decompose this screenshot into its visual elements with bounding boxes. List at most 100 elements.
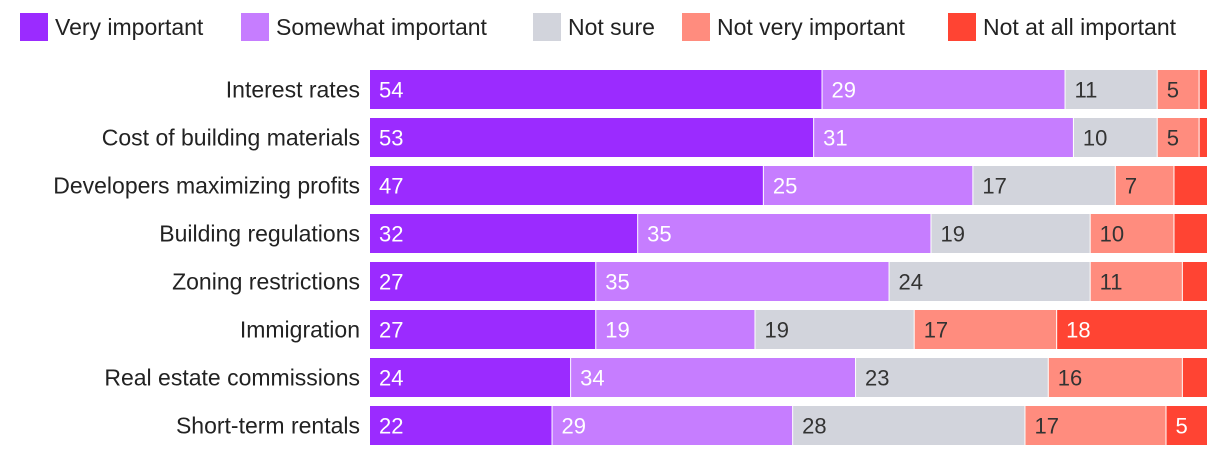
data-label-real-estate-commissions-not-very-important: 16 (1058, 366, 1082, 391)
data-label-immigration-somewhat-important: 19 (605, 318, 629, 343)
bar-segment-building-regulations-not-sure (931, 214, 1090, 253)
data-label-interest-rates-very-important: 54 (379, 78, 403, 103)
data-label-cost-of-building-materials-not-sure: 10 (1083, 126, 1107, 151)
data-label-zoning-restrictions-not-very-important: 11 (1100, 270, 1123, 295)
bar-segment-immigration-not-at-all-important (1057, 310, 1207, 349)
data-label-interest-rates-somewhat-important: 29 (832, 78, 856, 103)
bar-segment-cost-of-building-materials-not-very-important (1157, 118, 1199, 157)
bar-segment-developers-maximizing-profits-not-sure (973, 166, 1115, 205)
data-label-zoning-restrictions-very-important: 27 (379, 270, 403, 295)
category-label-developers-maximizing-profits: Developers maximizing profits (53, 173, 360, 199)
data-label-immigration-not-at-all-important: 18 (1066, 318, 1090, 343)
legend-item-not-at-all-important: Not at all important (948, 13, 1177, 41)
category-label-zoning-restrictions: Zoning restrictions (172, 269, 360, 295)
bar-segment-zoning-restrictions-not-sure (889, 262, 1090, 301)
data-label-developers-maximizing-profits-not-sure: 17 (982, 174, 1006, 199)
category-label-building-regulations: Building regulations (159, 221, 360, 247)
data-label-interest-rates-not-sure: 11 (1075, 78, 1098, 103)
bar-segment-developers-maximizing-profits-somewhat-important (763, 166, 973, 205)
bar-row-building-regulations: 32 35 19 10 (370, 214, 1207, 253)
bar-segment-developers-maximizing-profits-not-at-all-important (1174, 166, 1207, 205)
data-label-short-term-rentals-very-important: 22 (379, 414, 403, 439)
bar-segment-interest-rates-somewhat-important (822, 70, 1065, 109)
category-label-real-estate-commissions: Real estate commissions (104, 365, 360, 391)
bar-segment-real-estate-commissions-not-sure (856, 358, 1048, 397)
legend-label-not-very-important: Not very important (717, 14, 906, 40)
data-label-developers-maximizing-profits-not-very-important: 7 (1125, 174, 1137, 199)
legend-swatch-very-important (20, 13, 48, 41)
bar-row-short-term-rentals: 22 29 28 17 5 (370, 406, 1207, 445)
data-label-short-term-rentals-not-at-all-important: 5 (1176, 414, 1188, 439)
data-label-building-regulations-not-sure: 19 (940, 222, 964, 247)
category-label-immigration: Immigration (240, 317, 360, 343)
bar-segment-interest-rates-very-important (370, 70, 822, 109)
bar-segment-real-estate-commissions-very-important (370, 358, 571, 397)
legend: Very important Somewhat important Not sure… (20, 13, 1177, 41)
legend-item-somewhat-important: Somewhat important (241, 13, 488, 41)
bar-segment-building-regulations-somewhat-important (638, 214, 931, 253)
category-labels: Interest rates Cost of building materials… (53, 77, 360, 439)
bar-segment-real-estate-commissions-somewhat-important (571, 358, 856, 397)
category-label-cost-of-building-materials: Cost of building materials (102, 125, 360, 151)
legend-swatch-not-at-all-important (948, 13, 976, 41)
bar-segment-zoning-restrictions-somewhat-important (596, 262, 889, 301)
legend-item-not-very-important: Not very important (682, 13, 906, 41)
bar-segment-developers-maximizing-profits-very-important (370, 166, 763, 205)
data-label-cost-of-building-materials-not-very-important: 5 (1167, 126, 1179, 151)
data-label-zoning-restrictions-somewhat-important: 35 (605, 270, 629, 295)
data-label-immigration-not-sure: 19 (764, 318, 788, 343)
bar-segment-zoning-restrictions-not-very-important (1090, 262, 1182, 301)
data-label-real-estate-commissions-somewhat-important: 34 (580, 366, 604, 391)
bar-segment-developers-maximizing-profits-not-very-important (1115, 166, 1174, 205)
legend-label-somewhat-important: Somewhat important (276, 14, 488, 40)
data-label-immigration-very-important: 27 (379, 318, 403, 343)
bar-segment-cost-of-building-materials-very-important (370, 118, 814, 157)
category-label-short-term-rentals: Short-term rentals (176, 413, 360, 439)
bar-segment-cost-of-building-materials-not-sure (1073, 118, 1157, 157)
legend-swatch-somewhat-important (241, 13, 269, 41)
bar-segment-building-regulations-not-at-all-important (1174, 214, 1207, 253)
bar-segment-short-term-rentals-not-at-all-important (1166, 406, 1207, 445)
bar-row-real-estate-commissions: 24 34 23 16 (370, 358, 1207, 397)
category-label-interest-rates: Interest rates (226, 77, 360, 103)
data-label-real-estate-commissions-not-sure: 23 (865, 366, 889, 391)
data-label-cost-of-building-materials-very-important: 53 (379, 126, 403, 151)
data-label-developers-maximizing-profits-somewhat-important: 25 (773, 174, 797, 199)
legend-label-not-sure: Not sure (568, 14, 655, 40)
data-label-short-term-rentals-not-sure: 28 (802, 414, 826, 439)
bar-segment-real-estate-commissions-not-at-all-important (1182, 358, 1207, 397)
bar-row-zoning-restrictions: 27 35 24 11 (370, 262, 1207, 301)
bar-segment-short-term-rentals-somewhat-important (552, 406, 793, 445)
legend-swatch-not-sure (533, 13, 561, 41)
bar-segment-building-regulations-not-very-important (1090, 214, 1174, 253)
data-label-building-regulations-somewhat-important: 35 (647, 222, 671, 247)
data-label-developers-maximizing-profits-very-important: 47 (379, 174, 403, 199)
legend-label-not-at-all-important: Not at all important (983, 14, 1177, 40)
bar-row-cost-of-building-materials: 53 31 10 5 (370, 118, 1207, 157)
data-label-zoning-restrictions-not-sure: 24 (899, 270, 923, 295)
bar-segment-immigration-very-important (370, 310, 596, 349)
data-label-short-term-rentals-somewhat-important: 29 (562, 414, 586, 439)
data-label-immigration-not-very-important: 17 (924, 318, 948, 343)
bars: 54 29 11 5 53 31 10 5 47 25 17 7 32 35 19 10 27 35 24 11 27 1… (370, 70, 1207, 445)
bar-segment-cost-of-building-materials-somewhat-important (814, 118, 1073, 157)
bar-segment-short-term-rentals-not-sure (793, 406, 1025, 445)
data-label-building-regulations-not-very-important: 10 (1100, 222, 1124, 247)
bar-segment-zoning-restrictions-very-important (370, 262, 596, 301)
bar-segment-interest-rates-not-sure (1065, 70, 1157, 109)
bar-segment-cost-of-building-materials-not-at-all-important (1199, 118, 1207, 157)
data-label-interest-rates-not-very-important: 5 (1167, 78, 1179, 103)
legend-item-not-sure: Not sure (533, 13, 655, 41)
bar-segment-interest-rates-not-at-all-important (1199, 70, 1207, 109)
data-label-building-regulations-very-important: 32 (379, 222, 403, 247)
bar-segment-immigration-not-very-important (914, 310, 1057, 349)
legend-swatch-not-very-important (682, 13, 710, 41)
data-label-short-term-rentals-not-very-important: 17 (1034, 414, 1058, 439)
bar-segment-zoning-restrictions-not-at-all-important (1182, 262, 1207, 301)
bar-row-immigration: 27 19 19 17 18 (370, 310, 1207, 349)
bar-segment-short-term-rentals-very-important (370, 406, 552, 445)
bar-segment-immigration-not-sure (755, 310, 914, 349)
legend-item-very-important: Very important (20, 13, 204, 41)
